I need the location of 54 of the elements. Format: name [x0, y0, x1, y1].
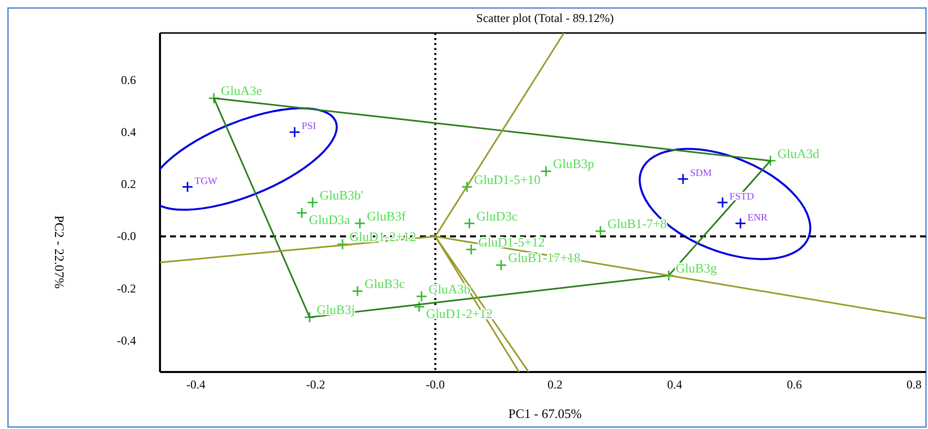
x-tick-label: 0.2	[547, 378, 562, 392]
y-tick-label: 0.2	[121, 177, 136, 192]
annotation: GluA3e	[220, 83, 262, 98]
annotation: GluB3j	[316, 302, 355, 318]
annotation: GluD3a	[308, 212, 350, 227]
annotation: GluB3f	[366, 208, 407, 224]
point	[416, 290, 428, 302]
point	[540, 165, 552, 177]
y-tick-label: -0.4	[117, 334, 136, 348]
y-tick-label: 0.4	[121, 124, 136, 139]
x-tick-label: 0.8	[906, 378, 922, 392]
x-tick-label: 0.4	[667, 378, 682, 392]
point	[764, 155, 776, 167]
x-axis-title: PC1 - 67.05%	[508, 406, 582, 421]
y-tick-label: -0.0	[117, 229, 136, 244]
annotation: TGW	[194, 176, 218, 187]
annotation: GluD1-5+10	[474, 172, 541, 187]
annotation: GluB1-7+8	[607, 216, 667, 232]
point	[716, 196, 728, 208]
point	[354, 218, 366, 230]
point	[304, 311, 316, 323]
y-tick-label: -0.2	[117, 281, 136, 296]
annotation: GluB3g	[676, 260, 718, 276]
annotation: GluB3p	[552, 156, 594, 172]
point	[464, 218, 476, 230]
point	[336, 238, 348, 250]
y-axis-title: PC2 - 22.07%	[52, 215, 67, 289]
point	[734, 218, 746, 230]
y-tick-label: 0.6	[121, 72, 136, 87]
annotation: GluB3b'	[320, 188, 364, 202]
annotation: PSI	[302, 121, 316, 132]
annotation: GluA3d	[777, 146, 820, 161]
x-tick-label: -0.4	[186, 378, 206, 392]
point	[182, 181, 194, 193]
point	[465, 244, 477, 256]
annotation: GluB3c	[364, 276, 406, 292]
x-tick-label: -0.2	[306, 378, 326, 392]
point	[495, 259, 507, 271]
point	[352, 285, 364, 297]
annotation: SDM	[690, 168, 712, 180]
chart-title: Scatter plot (Total - 89.12%)	[476, 11, 614, 25]
annotation: GluD3c	[476, 208, 518, 224]
annotation: GluD1-5+12	[478, 234, 545, 250]
point	[594, 225, 606, 237]
point	[208, 92, 220, 104]
point	[288, 126, 300, 138]
x-tick-label: 0.6	[786, 378, 802, 392]
point	[296, 207, 308, 219]
point	[306, 196, 318, 208]
x-tick-label: -0.0	[426, 378, 445, 392]
point	[413, 301, 425, 313]
point	[461, 181, 473, 193]
annotation: ENR	[747, 212, 768, 224]
point	[677, 173, 689, 185]
